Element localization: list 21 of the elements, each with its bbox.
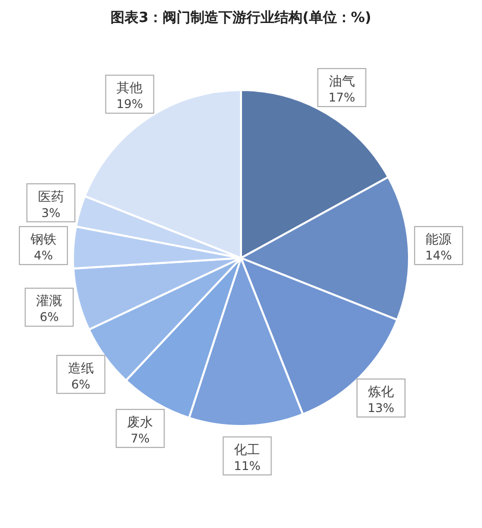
data-label: 17% <box>328 90 356 105</box>
data-label: 13% <box>368 401 394 416</box>
slice-label: 炼化 <box>368 385 394 400</box>
chart-title: 图表3：阀门制造下游行业结构(单位：%) <box>110 9 372 26</box>
data-label: 4% <box>34 248 53 263</box>
slice-label: 灌溉 <box>36 294 62 310</box>
slice-label: 造纸 <box>68 361 94 376</box>
slice-label: 医药 <box>38 190 64 205</box>
data-label: 6% <box>71 377 90 392</box>
slice-label: 钢铁 <box>29 232 56 248</box>
data-label: 19% <box>116 97 144 112</box>
data-label: 7% <box>130 431 150 446</box>
data-label: 14% <box>425 248 452 263</box>
data-label: 6% <box>40 310 59 324</box>
data-label: 11% <box>234 458 261 473</box>
slice-label: 油气 <box>328 74 355 90</box>
data-label: 3% <box>41 206 60 220</box>
slice-label: 废水 <box>127 415 154 430</box>
slice-label: 能源 <box>426 232 452 248</box>
slice-label: 化工 <box>234 442 260 458</box>
slice-label: 其他 <box>116 81 143 96</box>
